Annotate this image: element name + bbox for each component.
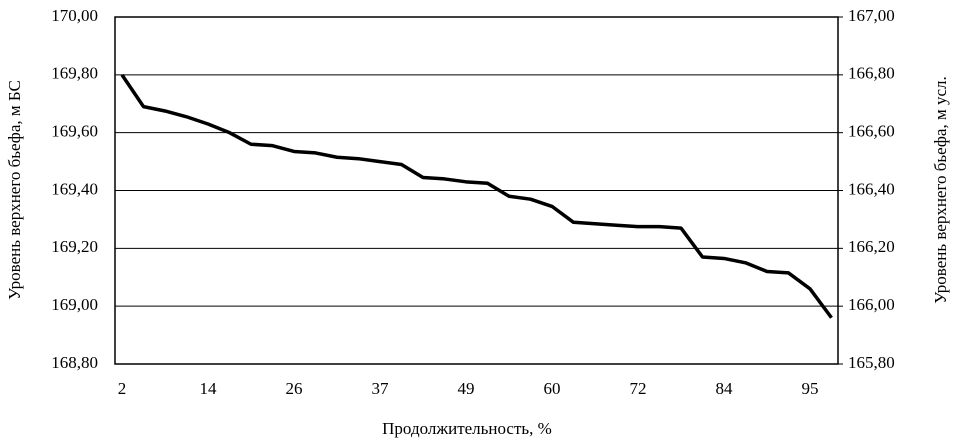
x-tick-label: 72	[630, 379, 647, 398]
y2-tick-label: 166,40	[848, 179, 895, 198]
x-tick-label: 84	[716, 379, 734, 398]
y2-tick-label: 165,80	[848, 353, 895, 372]
y-tick-label: 168,80	[51, 353, 98, 372]
x-tick-label: 37	[372, 379, 390, 398]
x-tick-label: 60	[544, 379, 561, 398]
y-axis-title: Уровень верхнего бьефа, м БС	[5, 80, 24, 300]
y2-axis-title: Уровень верхнего бьефа, м усл.	[931, 76, 950, 304]
y-tick-label: 169,20	[51, 237, 98, 256]
y2-tick-label: 166,20	[848, 237, 895, 256]
x-tick-label: 26	[286, 379, 303, 398]
y-tick-label: 170,00	[51, 6, 98, 25]
x-tick-label: 2	[118, 379, 127, 398]
y-tick-label: 169,00	[51, 295, 98, 314]
x-axis-title: Продолжительность, %	[382, 419, 552, 438]
x-tick-label: 95	[802, 379, 819, 398]
y-tick-label: 169,40	[51, 179, 98, 198]
y-tick-label: 169,60	[51, 122, 98, 141]
x-tick-label: 49	[458, 379, 475, 398]
y2-tick-label: 167,00	[848, 6, 895, 25]
y2-tick-label: 166,60	[848, 122, 895, 141]
data-line	[120, 73, 833, 319]
x-tick-label: 14	[200, 379, 218, 398]
y-tick-label: 169,80	[51, 64, 98, 83]
y2-tick-label: 166,00	[848, 295, 895, 314]
y2-tick-label: 166,80	[848, 64, 895, 83]
